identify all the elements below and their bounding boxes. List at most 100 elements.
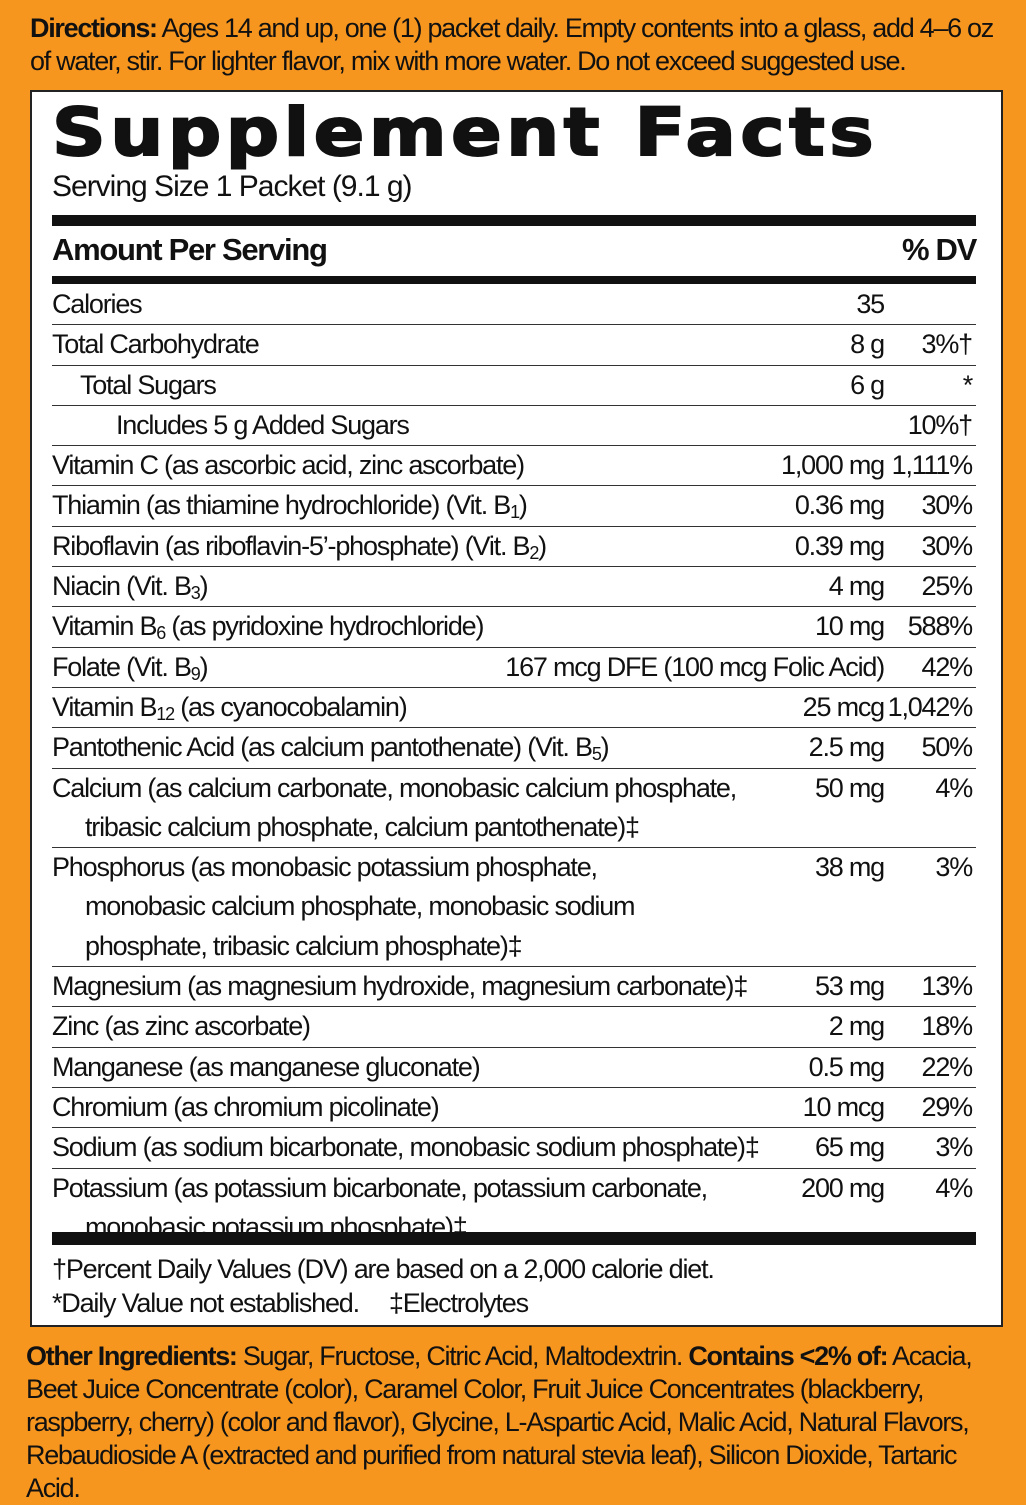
nutrient-dv: 588% [907,611,973,642]
nutrient-amount: 200 mg [801,1172,885,1203]
nutrient-name-text: Magnesium (as magnesium hydroxide, magne… [52,971,748,1002]
footnotes: †Percent Daily Values (DV) are based on … [52,1252,715,1320]
nutrient-name-text: Riboflavin (as riboflavin-5’-phosphate) … [52,530,531,561]
nutrient-name-text: Phosphorus (as monobasic potassium phosp… [52,852,598,883]
nutrient-row: Riboflavin (as riboflavin-5’-phosphate) … [52,527,976,568]
nutrient-amount: 10 mcg [802,1091,886,1122]
nutrient-dv: 30% [921,530,974,561]
header-dv: % DV [901,232,977,267]
nutrient-name-suffix: ) [199,571,209,602]
nutrient-name: Includes 5 g Added Sugars [52,406,976,445]
nutrient-name-text: Vitamin B [52,691,157,722]
nutrient-name: Vitamin C (as ascorbic acid, zinc ascorb… [52,446,976,485]
nutrient-name-text: Zinc (as zinc ascorbate) [52,1011,311,1042]
nutrient-amount: 0.5 mg [808,1051,886,1082]
footnote-electrolytes: ‡Electrolytes [388,1288,529,1318]
nutrient-name-continued: tribasic calcium phosphate, calcium pant… [85,811,640,842]
nutrient-amount: 0.39 mg [794,530,885,561]
nutrient-amount: 1,000 mg [781,450,885,481]
nutrient-name: Total Sugars [52,366,976,405]
nutrient-dv: 30% [921,490,974,521]
nutrient-dv: 18% [921,1011,974,1042]
nutrient-name: Thiamin (as thiamine hydrochloride) (Vit… [52,486,976,525]
nutrient-amount: 2 mg [828,1011,885,1042]
nutrient-dv: 50% [921,732,974,763]
thick-divider [52,1232,976,1245]
nutrient-row: Sodium (as sodium bicarbonate, monobasic… [52,1128,976,1169]
header-amount: Amount Per Serving [52,232,328,267]
directions-label: Directions: [30,13,158,43]
nutrient-name: Vitamin B12 (as cyanocobalamin) [52,688,976,727]
nutrient-row: Pantothenic Acid (as calcium pantothenat… [52,728,976,769]
nutrient-name-text: Manganese (as manganese gluconate) [52,1051,481,1082]
nutrient-amount: 53 mg [814,971,885,1002]
nutrient-name: Niacin (Vit. B3) [52,567,976,606]
nutrient-name: Folate (Vit. B9) [52,648,976,687]
nutrient-name: Total Carbohydrate [52,325,976,364]
nutrient-dv: 29% [921,1091,974,1122]
nutrient-row: Calcium (as calcium carbonate, monobasic… [52,769,976,849]
nutrient-dv: 4% [935,1172,973,1203]
supplement-facts-panel: Supplement Facts Serving Size 1 Packet (… [30,90,1003,1327]
nutrient-row: Zinc (as zinc ascorbate) 2 mg 18% [52,1007,976,1048]
nutrient-name-continued: monobasic calcium phosphate, monobasic s… [85,891,636,922]
nutrient-name: Pantothenic Acid (as calcium pantothenat… [52,728,976,767]
nutrient-dv: 10%† [907,409,973,440]
nutrient-amount: 4 mg [828,571,885,602]
nutrient-name: Calories [52,285,976,324]
serving-size: Serving Size 1 Packet (9.1 g) [52,170,413,203]
nutrient-name: Potassium (as potassium bicarbonate, pot… [52,1169,976,1208]
nutrient-amount: 8 g [850,329,885,360]
nutrient-dv: 1,111% [891,450,974,481]
nutrient-dv: 3%† [921,329,974,360]
thick-divider [52,215,976,226]
nutrient-dv: 22% [921,1051,974,1082]
nutrient-row: Folate (Vit. B9) 167 mcg DFE (100 mcg Fol… [52,648,976,688]
nutrient-dv: 4% [935,772,973,803]
subscript: 9 [190,663,201,684]
nutrient-row: Chromium (as chromium picolinate) 10 mcg 2… [52,1088,976,1129]
nutrient-name: Vitamin B6 (as pyridoxine hydrochloride) [52,607,976,646]
nutrient-name-text: Potassium (as potassium bicarbonate, pot… [52,1172,708,1203]
nutrient-amount: 6 g [850,369,885,400]
table-header: Amount Per Serving % DV [52,232,977,268]
nutrient-amount: 38 mg [814,852,885,883]
nutrient-row: Vitamin C (as ascorbic acid, zinc ascorb… [52,446,976,487]
nutrient-name: Calcium (as calcium carbonate, monobasic… [52,769,976,808]
nutrient-name: Riboflavin (as riboflavin-5’-phosphate) … [52,527,976,566]
nutrient-name-suffix: ) [600,732,610,763]
nutrient-name-text: Niacin (Vit. B [52,571,192,602]
nutrient-row: Manganese (as manganese gluconate) 0.5 mg… [52,1048,976,1088]
nutrient-name-text: Pantothenic Acid (as calcium pantothenat… [52,732,593,763]
nutrient-name-text: Calcium (as calcium carbonate, monobasic… [52,772,737,803]
nutrient-row: Vitamin B6 (as pyridoxine hydrochloride)… [52,607,976,648]
contains-label: Contains <2% of: [688,1341,888,1371]
nutrient-dv: 13% [921,971,974,1002]
other-ingredients-label: Other Ingredients: [26,1341,238,1371]
nutrient-amount: 10 mg [814,611,885,642]
nutrient-name-suffix: (as cyanocobalamin) [173,691,408,722]
nutrient-table: Calories 35 Total Carbohydrate 8 g 3%† Total … [52,285,976,1247]
nutrient-name-text: Includes 5 g Added Sugars [116,409,410,440]
nutrient-name-text: Chromium (as chromium picolinate) [52,1091,440,1122]
directions-body: Ages 14 and up, one (1) packet daily. Em… [30,13,994,76]
nutrient-name: Phosphorus (as monobasic potassium phosp… [52,848,976,887]
subscript: 5 [591,744,602,765]
nutrient-row: Total Carbohydrate 8 g 3%† [52,325,976,366]
nutrient-row: Magnesium (as magnesium hydroxide, magne… [52,967,976,1008]
nutrient-name-text: Vitamin B [52,611,157,642]
nutrient-name-text: Total Carbohydrate [52,329,260,360]
nutrient-name: Sodium (as sodium bicarbonate, monobasic… [52,1128,976,1167]
nutrient-name: Manganese (as manganese gluconate) [52,1048,976,1087]
thick-divider [52,276,976,284]
nutrient-row: Niacin (Vit. B3) 4 mg 25% [52,567,976,608]
directions-text: Directions: Ages 14 and up, one (1) pack… [30,12,1010,78]
subscript: 1 [510,502,520,523]
nutrient-name-text: Total Sugars [80,369,217,400]
nutrient-dv: 25% [921,571,974,602]
nutrient-dv: 3% [935,1132,973,1163]
nutrient-row: Calories 35 [52,285,976,326]
subscript: 6 [156,623,166,644]
nutrient-dv: 42% [921,651,974,682]
nutrient-dv: 1,042% [887,691,974,722]
